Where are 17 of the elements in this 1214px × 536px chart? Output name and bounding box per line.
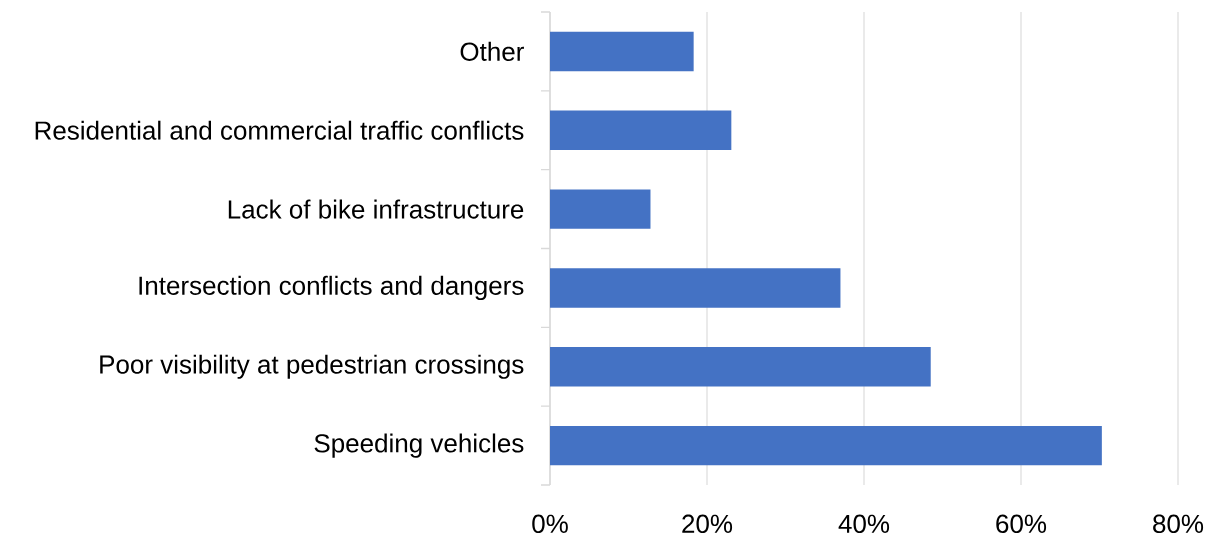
- x-tick-label: 80%: [1153, 514, 1204, 534]
- y-tick-label: Residential and commercial traffic conflicts: [35, 120, 524, 140]
- y-tick-label: Lack of bike infrastructure: [228, 199, 524, 219]
- y-tick-label: Speeding vehicles: [314, 433, 524, 458]
- x-tick-label: 60%: [996, 514, 1047, 534]
- bar: [550, 425, 1102, 466]
- y-tick-label: Poor visibility at pedestrian crossings: [100, 354, 524, 379]
- y-tick-label: Other: [460, 41, 524, 61]
- bar: [550, 268, 841, 308]
- bar: [550, 110, 732, 150]
- x-tick-label: 20%: [682, 514, 733, 534]
- x-tick-label: 0%: [532, 514, 568, 534]
- bar: [550, 189, 651, 229]
- bar: [550, 347, 931, 387]
- y-tick-label: Intersection conflicts and dangers: [139, 275, 524, 301]
- bar: [550, 31, 694, 72]
- x-tick-label: 40%: [838, 514, 890, 534]
